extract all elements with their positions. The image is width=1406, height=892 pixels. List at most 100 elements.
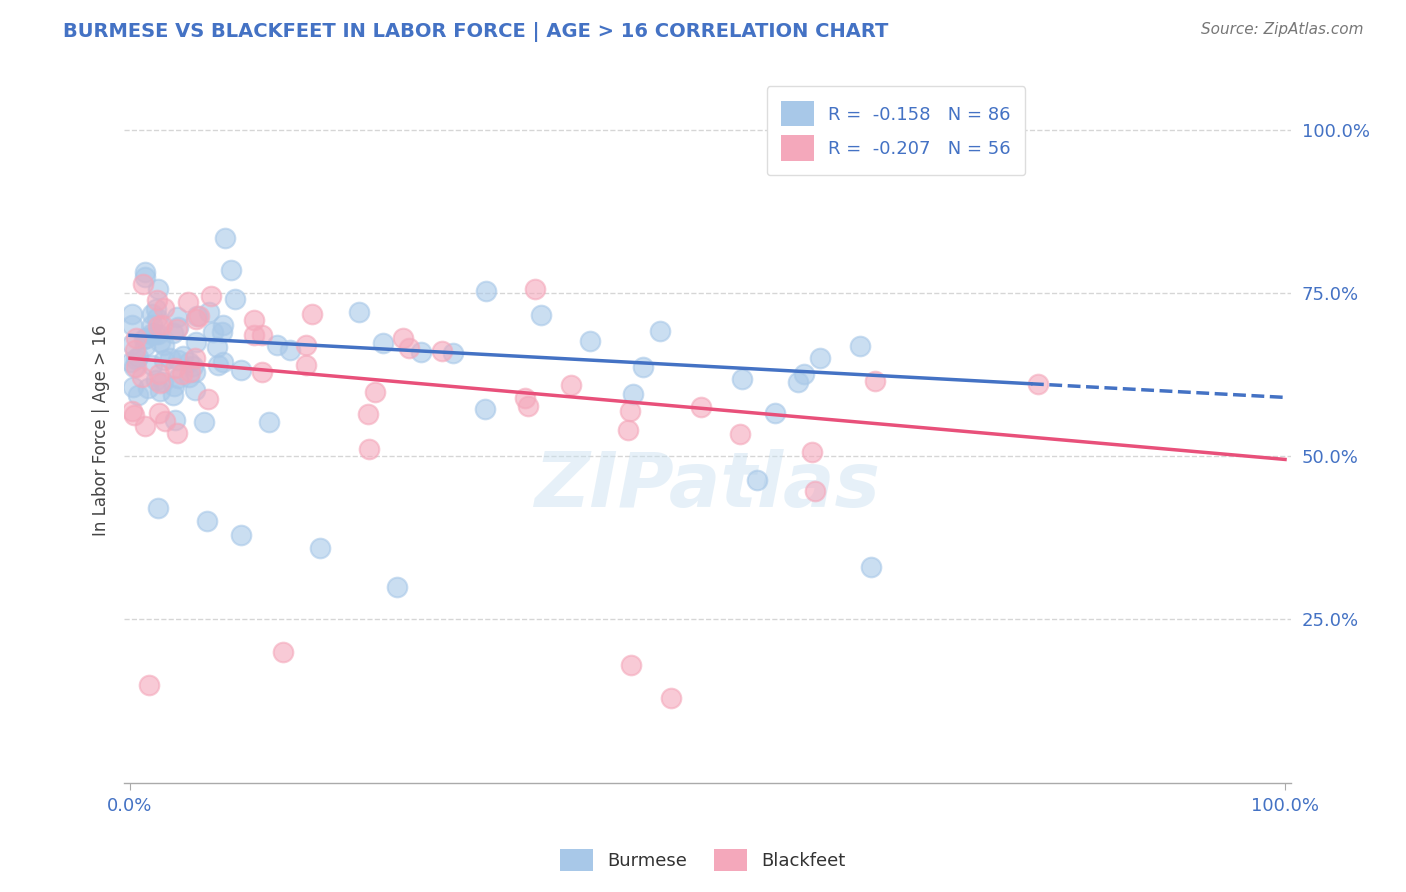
Point [295,338,318,352]
Point [124,352,146,367]
Point [475,284,498,298]
Point [152,375,174,389]
Point [214,230,236,244]
Point [138,678,160,692]
Point [243,327,266,342]
Point [172,349,194,363]
Point [560,378,582,392]
Point [163,413,186,427]
Point [763,406,786,420]
Point [266,338,288,352]
Point [211,325,233,339]
Y-axis label: In Labor Force | Age > 16: In Labor Force | Age > 16 [93,325,110,536]
Point [120,355,142,369]
Point [181,359,204,373]
Point [212,318,235,333]
Point [167,353,190,368]
Point [745,473,768,487]
Point [149,334,172,349]
Point [145,301,167,316]
Point [661,690,683,705]
Point [127,388,149,402]
Point [524,282,547,296]
Point [153,414,176,428]
Point [162,388,184,402]
Point [229,527,252,541]
Point [134,269,156,284]
Point [122,380,145,394]
Point [134,419,156,434]
Point [121,403,143,417]
Point [146,319,169,334]
Point [278,343,301,358]
Point [193,415,215,429]
Point [134,338,156,352]
Point [650,324,672,338]
Point [243,313,266,327]
Point [371,336,394,351]
Point [183,383,205,397]
Point [295,358,318,372]
Point [177,355,200,369]
Point [166,322,188,336]
Point [146,281,169,295]
Point [170,367,193,381]
Point [131,370,153,384]
Point [121,307,143,321]
Point [441,346,464,360]
Point [186,310,208,324]
Point [198,305,221,319]
Point [793,367,815,381]
Point [179,365,201,379]
Point [474,401,496,416]
Point [212,355,235,369]
Point [728,426,751,441]
Point [167,319,190,334]
Point [224,292,246,306]
Point [121,337,143,351]
Point [134,265,156,279]
Point [184,364,207,378]
Point [859,560,882,574]
Point [308,541,330,555]
Point [132,332,155,346]
Point [633,360,655,375]
Point [134,331,156,345]
Point [148,367,170,381]
Point [125,331,148,345]
Point [804,483,827,498]
Point [136,381,159,395]
Point [152,353,174,368]
Point [257,415,280,429]
Point [122,408,145,422]
Legend: Burmese, Blackfeet: Burmese, Blackfeet [553,842,853,879]
Point [229,362,252,376]
Point [141,358,163,372]
Point [145,373,167,387]
Point [205,340,228,354]
Point [149,376,172,390]
Point [148,501,170,516]
Point [186,311,208,326]
Point [207,358,229,372]
Point [530,309,553,323]
Point [271,645,294,659]
Point [187,309,209,323]
Point [153,337,176,351]
Point [617,423,640,437]
Point [166,310,188,324]
Point [364,384,387,399]
Point [141,318,163,332]
Text: Source: ZipAtlas.com: Source: ZipAtlas.com [1201,22,1364,37]
Point [125,359,148,374]
Legend: R =  -0.158   N = 86, R =  -0.207   N = 56: R = -0.158 N = 86, R = -0.207 N = 56 [766,87,1025,176]
Point [579,334,602,348]
Point [219,262,242,277]
Point [141,326,163,341]
Point [145,311,167,326]
Point [863,374,886,388]
Point [162,326,184,341]
Point [197,392,219,406]
Point [153,301,176,315]
Point [250,327,273,342]
